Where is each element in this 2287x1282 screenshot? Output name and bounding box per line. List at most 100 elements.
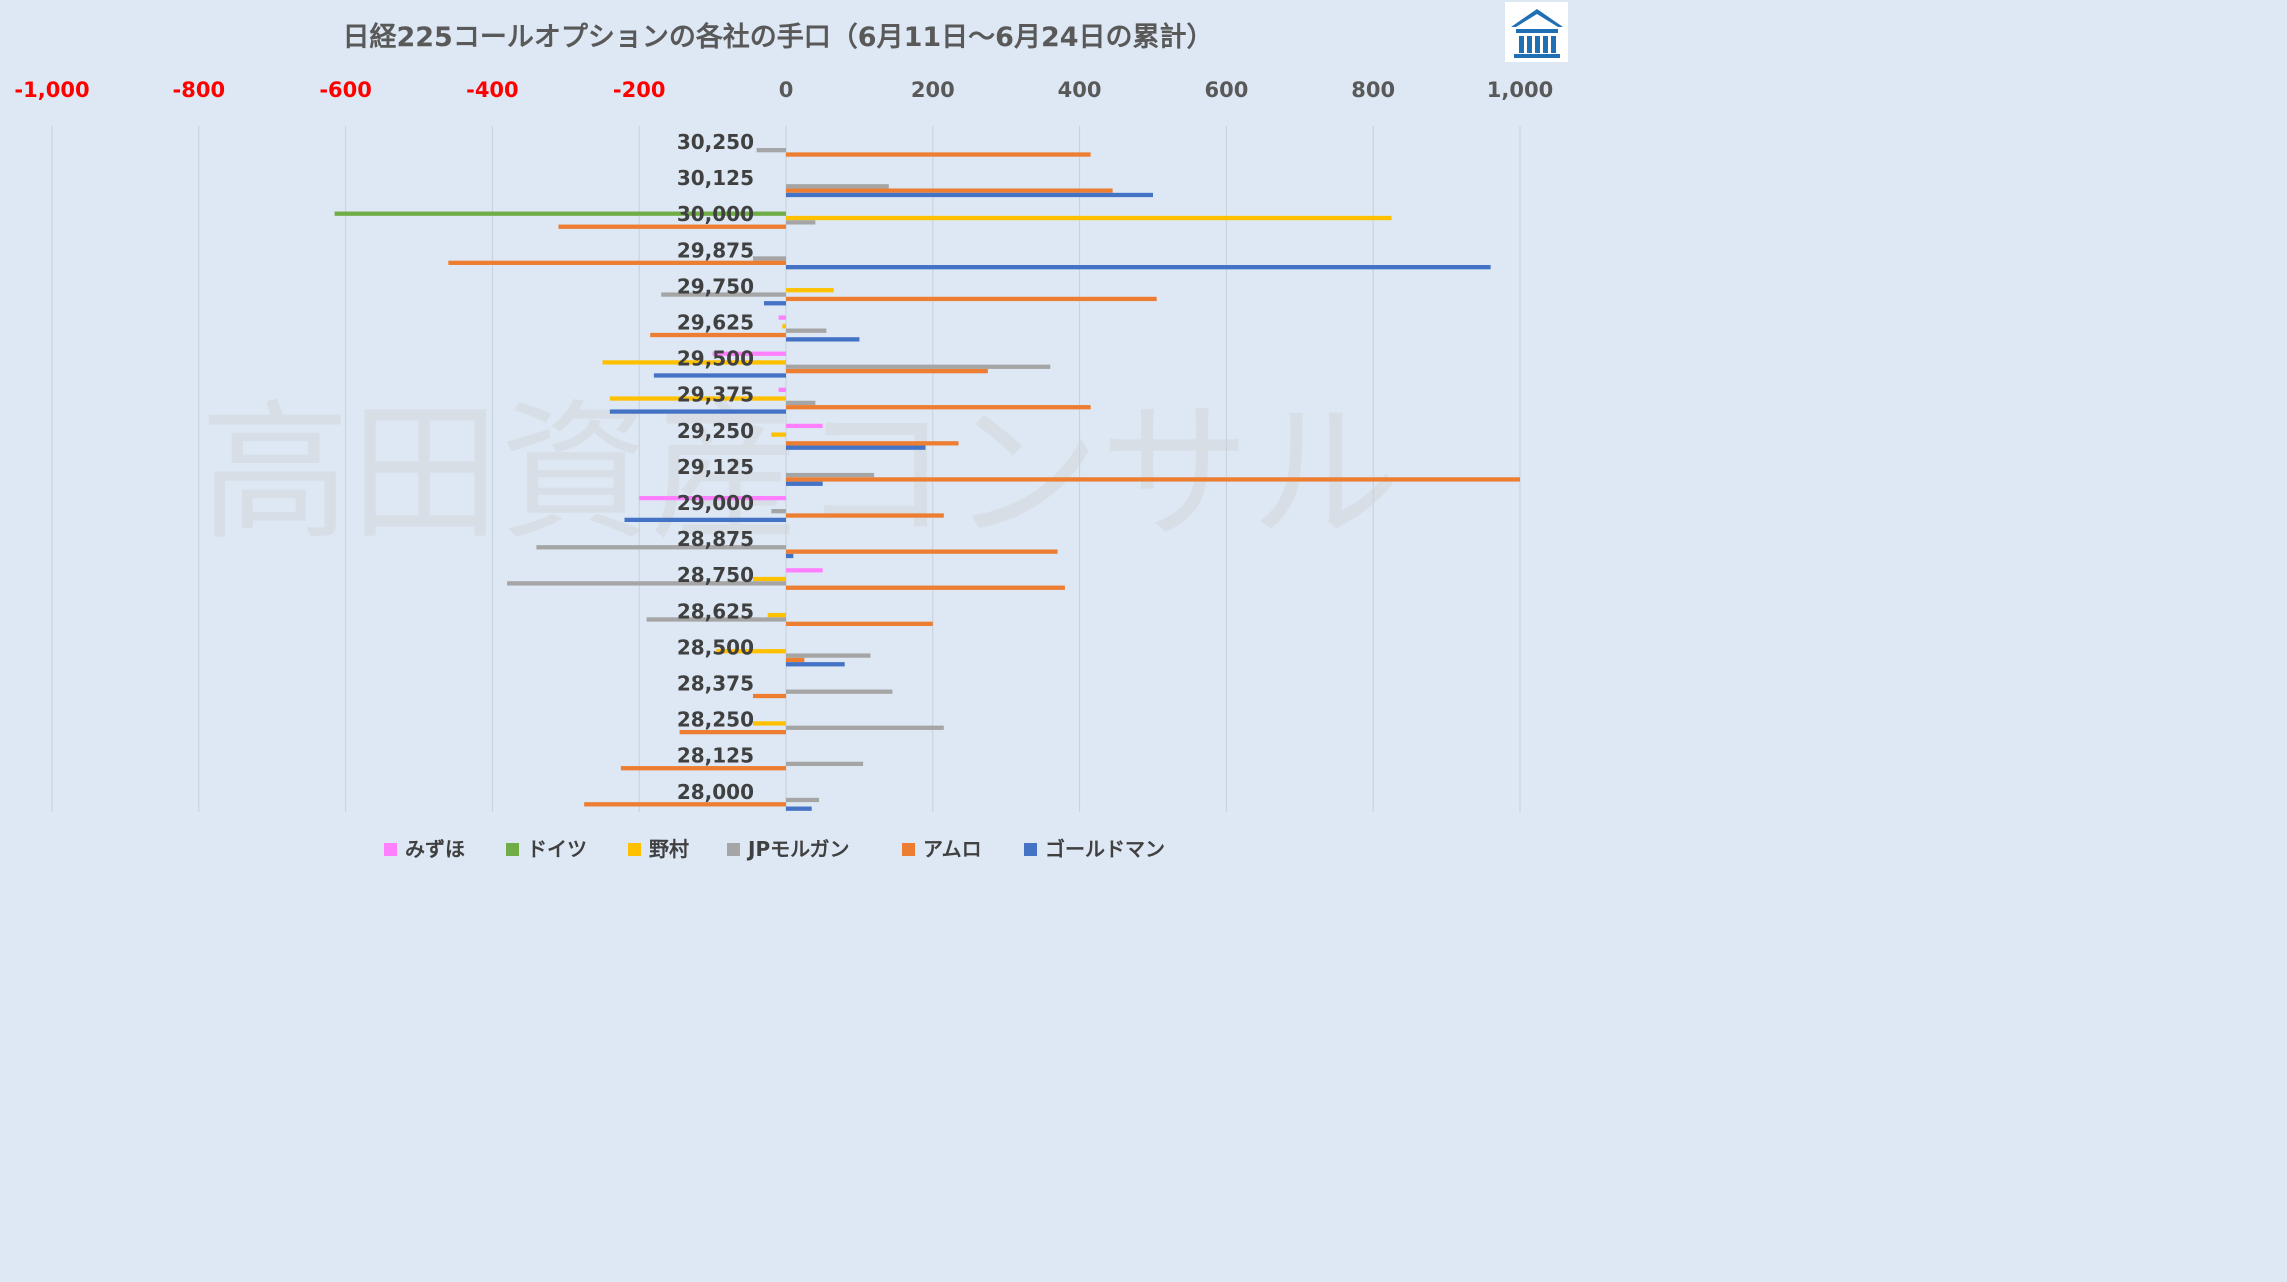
bars <box>334 148 1520 811</box>
bar-アムロ <box>786 368 988 374</box>
x-tick-label: 800 <box>1351 78 1395 102</box>
legend-label: ドイツ <box>527 837 587 861</box>
chart-title: 日経225コールオプションの各社の手口（6月11日～6月24日の累計） <box>342 21 1213 53</box>
legend-label: JPモルガン <box>746 837 850 861</box>
bar-JPモルガン <box>752 256 786 261</box>
bar-アムロ <box>786 549 1058 554</box>
category-label: 29,875 <box>677 238 754 262</box>
bar-野村 <box>602 360 786 365</box>
bar-野村 <box>752 576 786 582</box>
bar-アムロ <box>448 260 786 265</box>
x-tick-label: -200 <box>613 78 666 102</box>
bar-JPモルガン <box>661 292 786 297</box>
bar-みずほ <box>786 568 823 573</box>
category-label: 30,000 <box>677 202 754 226</box>
legend-swatch <box>1024 843 1037 856</box>
legend-item: ゴールドマン <box>1024 837 1165 861</box>
bar-ゴールドマン <box>786 445 926 450</box>
bar-JPモルガン <box>756 148 786 153</box>
bar-JPモルガン <box>646 617 786 622</box>
bar-ゴールドマン <box>786 806 812 811</box>
bar-アムロ <box>620 766 786 771</box>
legend-item: みずほ <box>384 837 465 861</box>
x-tick-label: -800 <box>173 78 226 102</box>
legend-item: JPモルガン <box>727 837 850 861</box>
bar-アムロ <box>584 802 786 807</box>
bar-アムロ <box>786 477 1520 482</box>
category-label: 28,625 <box>677 599 754 623</box>
category-label: 28,750 <box>677 563 754 587</box>
bar-JPモルガン <box>786 400 816 406</box>
legend-item: ドイツ <box>506 837 587 861</box>
category-label: 29,625 <box>677 311 754 335</box>
bar-JPモルガン <box>786 472 875 478</box>
grid-lines <box>51 126 1521 812</box>
legend-label: みずほ <box>405 837 465 861</box>
bar-みずほ <box>712 351 786 356</box>
bar-JPモルガン <box>786 797 820 803</box>
bar-JPモルガン <box>786 220 816 225</box>
bar-JPモルガン <box>507 581 786 586</box>
x-tick-label: -600 <box>319 78 372 102</box>
legend-label: 野村 <box>649 837 689 861</box>
bar-アムロ <box>786 657 805 663</box>
category-label: 28,875 <box>677 527 754 551</box>
bar-野村 <box>609 396 786 401</box>
category-label: 28,375 <box>677 672 754 696</box>
bar-野村 <box>782 324 786 329</box>
category-label: 30,125 <box>677 166 754 190</box>
bar-アムロ <box>650 332 786 338</box>
bar-アムロ <box>752 693 786 699</box>
bar-みずほ <box>786 423 823 429</box>
bar-JPモルガン <box>786 689 893 694</box>
bar-ゴールドマン <box>786 192 1153 198</box>
bar-JPモルガン <box>786 328 827 333</box>
bar-ゴールドマン <box>763 301 786 306</box>
bar-アムロ <box>786 585 1065 590</box>
category-label: 29,125 <box>677 455 754 479</box>
category-label: 28,250 <box>677 708 754 732</box>
bar-野村 <box>767 612 786 618</box>
bar-野村 <box>771 432 786 437</box>
category-label: 29,000 <box>677 491 754 515</box>
bar-ゴールドマン <box>786 265 1491 270</box>
bar-みずほ <box>639 495 786 501</box>
chart: 高田資産コンサル 30,25030,12530,00029,87529,7502… <box>14 2 1568 861</box>
bar-JPモルガン <box>771 509 786 514</box>
pillar-building-logo-icon <box>1505 2 1568 62</box>
legend-swatch <box>727 843 740 856</box>
bar-アムロ <box>786 513 944 518</box>
legend-label: アムロ <box>923 837 982 861</box>
bar-JPモルガン <box>786 725 944 730</box>
x-tick-label: 1,000 <box>1487 78 1553 102</box>
bar-JPモルガン <box>786 761 864 767</box>
category-label: 29,375 <box>677 383 754 407</box>
bar-JPモルガン <box>536 545 786 550</box>
bar-アムロ <box>786 441 959 446</box>
bar-ゴールドマン <box>609 409 786 414</box>
bar-野村 <box>786 288 834 293</box>
bar-ゴールドマン <box>653 373 786 378</box>
category-label: 29,750 <box>677 274 754 298</box>
bar-アムロ <box>786 188 1113 193</box>
legend-swatch <box>902 843 915 856</box>
x-tick-label: -400 <box>466 78 519 102</box>
bar-JPモルガン <box>786 364 1051 369</box>
bar-アムロ <box>786 296 1157 302</box>
category-label: 28,000 <box>677 780 754 804</box>
bar-アムロ <box>786 152 1091 157</box>
x-tick-labels: -1,000 -800 -600 -400 -200 0 200 400 600 800 1,000 <box>14 78 1553 102</box>
bar-野村 <box>786 215 1392 221</box>
legend-swatch <box>506 843 519 856</box>
legend: みずほ ドイツ 野村 JPモルガン アムロ ゴールドマン <box>384 837 1165 861</box>
bar-野村 <box>716 649 786 654</box>
category-label: 28,125 <box>677 744 754 768</box>
x-tick-label: 0 <box>779 78 794 102</box>
bar-みずほ <box>778 387 786 392</box>
x-tick-label: 400 <box>1058 78 1102 102</box>
bar-アムロ <box>786 405 1091 410</box>
legend-item: 野村 <box>628 837 689 861</box>
legend-label: ゴールドマン <box>1045 837 1165 861</box>
bar-ゴールドマン <box>786 553 794 559</box>
x-tick-label: 200 <box>911 78 955 102</box>
